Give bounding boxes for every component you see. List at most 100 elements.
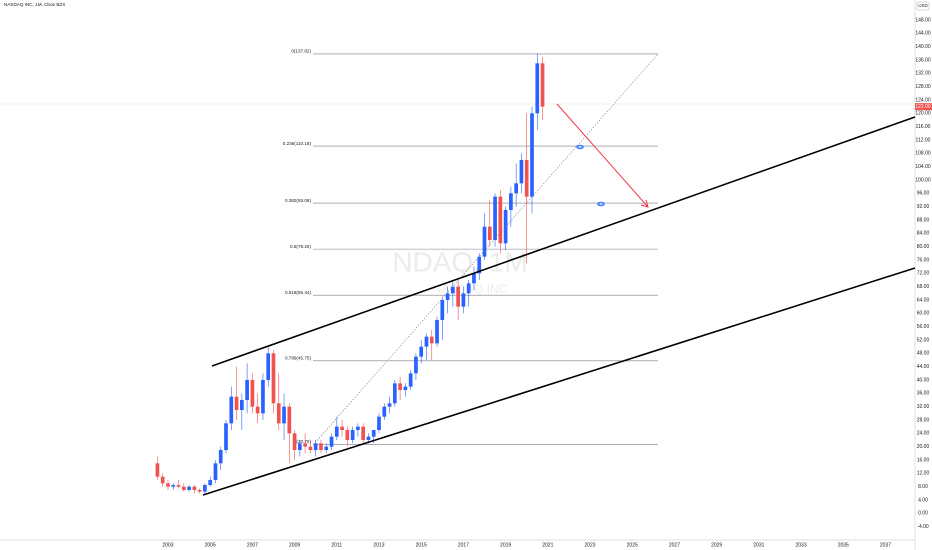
fib-label: 0.5(79.26): [290, 244, 311, 249]
candle-body: [487, 226, 492, 240]
candle-body: [181, 486, 186, 490]
x-tick-label: 2003: [162, 542, 173, 548]
candle-body: [414, 356, 418, 374]
candle-body: [218, 450, 223, 464]
candle-body: [387, 403, 392, 407]
channel-upper: [211, 116, 916, 367]
y-tick-label: 60.00: [917, 311, 930, 317]
candle-body: [271, 353, 276, 404]
x-tick-label: 2021: [542, 542, 553, 548]
x-tick-label: 2035: [838, 542, 849, 548]
y-tick-label: 84.00: [917, 231, 930, 237]
x-tick-label: 2033: [795, 542, 806, 548]
y-tick-label: 92.00: [917, 204, 930, 210]
candle-body: [419, 346, 424, 357]
y-tick-label: 56.00: [917, 324, 930, 330]
x-tick-label: 2023: [584, 542, 595, 548]
y-tick-label: 112.00: [916, 137, 931, 143]
eye-icon[interactable]: [576, 144, 584, 150]
candle-body: [255, 406, 260, 414]
candle-body: [398, 383, 402, 390]
candle-body: [535, 63, 540, 114]
candle-body: [171, 485, 176, 487]
candle-body: [197, 490, 202, 492]
forecast-arrow-head: [640, 199, 649, 208]
y-tick-label: 116.00: [916, 124, 931, 130]
x-tick-label: 2025: [627, 542, 638, 548]
y-tick-label: 144.00: [915, 31, 931, 37]
y-tick-label: 8.00: [918, 484, 928, 490]
x-tick-label: 2009: [289, 542, 300, 548]
candle-body: [514, 183, 519, 194]
candle-body: [234, 396, 239, 410]
candle-body: [519, 160, 524, 184]
candle-body: [229, 396, 234, 424]
x-tick-label: 2007: [247, 542, 258, 548]
candle-body: [329, 436, 334, 447]
fib-label: 0.618(65.44): [285, 290, 312, 295]
candle-body: [298, 443, 302, 450]
candle-body: [192, 486, 197, 490]
y-tick-label: 64.00: [917, 297, 930, 303]
y-tick-label: 148.00: [915, 17, 931, 23]
candle-body: [403, 386, 408, 390]
candle-body: [350, 430, 355, 440]
candle-body: [440, 300, 445, 320]
candle-body: [377, 416, 381, 430]
fib-label: 0.382(93.08): [285, 198, 312, 203]
candle-body: [287, 406, 292, 434]
x-tick-label: 2015: [416, 542, 427, 548]
candle-body: [303, 443, 307, 447]
candle-body: [435, 320, 439, 344]
candle-body: [224, 423, 228, 450]
candle-body: [482, 226, 487, 257]
channel-lower: [202, 267, 916, 496]
candle-body: [445, 293, 450, 300]
y-tick-label: 20.00: [917, 444, 930, 450]
x-tick-label: 2027: [669, 542, 680, 548]
y-tick-label: 24.00: [917, 431, 930, 437]
eye-icon[interactable]: [597, 201, 605, 207]
candle-body: [361, 426, 366, 440]
x-tick-label: 2037: [880, 542, 891, 548]
candle-body: [461, 293, 466, 307]
last-price-label: 122.00: [915, 104, 931, 110]
y-tick-label: 140.00: [915, 44, 931, 50]
candle-body: [155, 463, 160, 477]
candle-body: [366, 436, 371, 440]
y-tick-label: 32.00: [917, 404, 930, 410]
candle-body: [250, 380, 255, 407]
y-tick-label: 104.00: [915, 164, 931, 170]
x-tick-label: 2011: [331, 542, 342, 548]
x-tick-label: 2031: [753, 542, 764, 548]
y-tick-label: 72.00: [917, 271, 930, 277]
candle-body: [308, 446, 313, 450]
candle-body: [239, 400, 244, 410]
y-tick-label: 28.00: [917, 417, 930, 423]
candle-body: [276, 403, 281, 424]
forecast-arrow: [556, 103, 649, 208]
candle-body: [408, 373, 413, 387]
candle-body: [424, 336, 429, 347]
candle-body: [382, 406, 387, 417]
chart-title: NASDAQ INC, 1M, Cboe BZX: [4, 2, 65, 7]
fib-label: 0(137.82): [291, 49, 311, 54]
x-tick-label: 2029: [711, 542, 722, 548]
y-tick-label: 40.00: [917, 377, 930, 383]
y-tick-label: 120.00: [915, 111, 931, 117]
currency-box[interactable]: [916, 1, 930, 11]
candle-body: [282, 406, 286, 424]
candle-body: [530, 113, 534, 197]
y-tick-label: 12.00: [917, 471, 930, 477]
candle-body: [319, 443, 323, 450]
y-tick-label: 136.00: [915, 57, 931, 63]
x-tick-label: 2017: [458, 542, 469, 548]
y-tick-label: 108.00: [915, 151, 931, 157]
candle-body: [313, 443, 318, 450]
candle-body: [540, 63, 545, 107]
y-tick-label: 128.00: [915, 84, 931, 90]
currency: USD: [918, 3, 927, 8]
y-tick-label: 68.00: [917, 284, 930, 290]
candle-body: [493, 196, 497, 240]
candle-body: [340, 426, 344, 430]
